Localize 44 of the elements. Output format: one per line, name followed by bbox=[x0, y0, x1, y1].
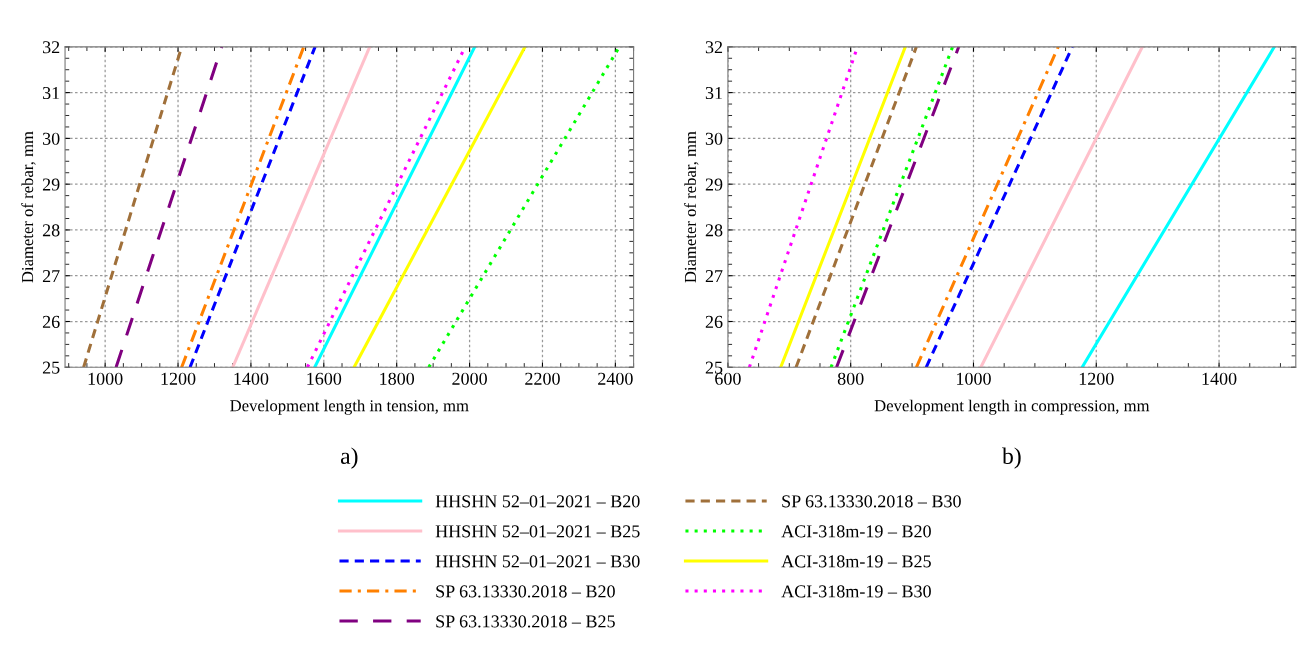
text: a) bbox=[340, 447, 358, 469]
y-tick-label: 27 bbox=[705, 270, 723, 282]
y-tick-label: 27 bbox=[42, 270, 60, 282]
y-tick-label: 32 bbox=[43, 41, 60, 54]
x-tick-label: 2400 bbox=[598, 372, 633, 385]
y-tick-label: 31 bbox=[43, 86, 60, 100]
y-tick-label: 26 bbox=[42, 315, 60, 328]
y-tick-label: 25 bbox=[705, 361, 723, 374]
x-tick-label: 800 bbox=[837, 372, 864, 385]
y-tick-label: 28 bbox=[705, 224, 723, 237]
legend-label: HHSHN 52–01–2021 – B20 bbox=[435, 495, 640, 508]
x-tick-label: 1800 bbox=[380, 372, 415, 385]
y-tick-label: 26 bbox=[705, 315, 723, 328]
legend-label: ACI-318m-19 – B20 bbox=[781, 525, 931, 538]
y-tick-label: 28 bbox=[42, 224, 60, 237]
y-tick-label: 29 bbox=[42, 178, 60, 191]
legend-label: HHSHN 52–01–2021 – B30 bbox=[435, 555, 640, 568]
y-tick-label: 30 bbox=[43, 132, 60, 145]
y-axis-title: Diameter of rebar, mm bbox=[21, 131, 36, 283]
legend-label: ACI-318m-19 – B30 bbox=[781, 585, 931, 598]
legend-label: HHSHN 52–01–2021 – B25 bbox=[435, 525, 640, 538]
legend-label: ACI-318m-19 – B25 bbox=[781, 555, 931, 568]
y-axis-title: Diameter of rebar, mm bbox=[684, 131, 699, 283]
x-tick-label: 1200 bbox=[161, 372, 196, 385]
text: b) bbox=[1002, 447, 1021, 469]
x-tick-label: 2000 bbox=[452, 372, 487, 385]
x-axis-title: Development length in compression, mm bbox=[874, 399, 1150, 415]
x-tick-label: 600 bbox=[715, 372, 741, 385]
legend-label: SP 63.13330.2018 – B30 bbox=[782, 495, 961, 508]
x-tick-label: 1400 bbox=[234, 372, 269, 385]
x-tick-label: 1400 bbox=[1202, 372, 1237, 385]
x-tick-label: 2200 bbox=[525, 372, 560, 385]
x-tick-label: 1000 bbox=[957, 372, 991, 385]
y-tick-label: 31 bbox=[705, 86, 722, 100]
x-tick-label: 1200 bbox=[1079, 372, 1114, 385]
legend-label: SP 63.13330.2018 – B20 bbox=[436, 585, 615, 598]
y-tick-label: 25 bbox=[42, 361, 60, 374]
x-tick-label: 1000 bbox=[88, 372, 123, 385]
y-tick-label: 29 bbox=[705, 178, 723, 191]
legend-label: SP 63.13330.2018 – B25 bbox=[436, 615, 615, 628]
y-tick-label: 32 bbox=[705, 41, 723, 54]
y-tick-label: 30 bbox=[705, 132, 723, 145]
x-tick-label: 1600 bbox=[307, 372, 342, 385]
x-axis-title: Development length in tension, mm bbox=[230, 399, 469, 415]
